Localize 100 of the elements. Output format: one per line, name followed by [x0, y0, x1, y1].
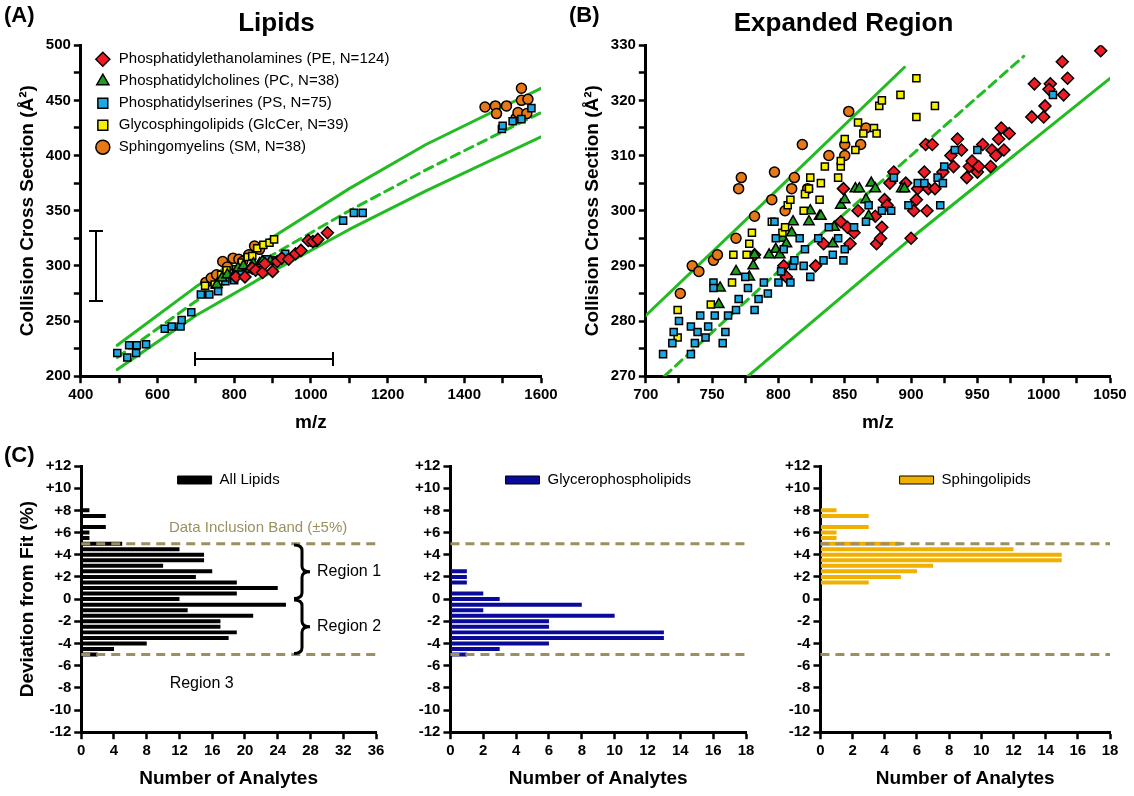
x-tick-label: 0 [446, 741, 455, 759]
y-tick-label: -4 [57, 633, 72, 651]
x-tick-label: 6 [544, 741, 554, 759]
annotation: Region 3 [169, 674, 234, 692]
y-tick-label: +8 [423, 500, 441, 518]
y-tick-label: 300 [610, 200, 636, 218]
y-tick-label: 500 [45, 35, 71, 53]
legend-label: Sphingomyelins (SM, N=38) [118, 137, 306, 155]
y-tick-label: 270 [610, 366, 636, 384]
y-tick-label: -10 [788, 700, 811, 718]
x-tick-label: 24 [269, 741, 287, 759]
x-tick-label: 16 [203, 741, 221, 759]
y-tick-label: -12 [49, 722, 72, 740]
x-axis-title: Number of Analytes [508, 766, 688, 788]
x-tick-label: 12 [171, 741, 188, 759]
legend-label: Sphingolipids [941, 470, 1031, 488]
legend-label: Glycerophospholipids [547, 470, 691, 488]
y-tick-label: -12 [788, 722, 811, 740]
x-tick-label: 2 [479, 741, 488, 759]
y-tick-label: +12 [45, 456, 72, 474]
y-tick-label: -6 [797, 655, 811, 673]
x-tick-label: 0 [816, 741, 825, 759]
legend-label: All Lipids [219, 470, 280, 488]
annotation: Region 2 [317, 617, 382, 635]
y-tick-label: +2 [423, 567, 441, 585]
x-tick-label: 900 [898, 385, 924, 403]
y-tick-label: 0 [432, 589, 441, 607]
y-tick-label: +10 [414, 478, 441, 496]
x-tick-label: 800 [221, 385, 247, 403]
y-tick-label: 350 [45, 200, 71, 218]
x-tick-label: 10 [606, 741, 623, 759]
x-tick-label: 28 [302, 741, 319, 759]
x-tick-label: 12 [1005, 741, 1022, 759]
x-axis-title: m/z [295, 410, 327, 432]
x-tick-label: 800 [765, 385, 791, 403]
y-tick-label: +4 [793, 544, 812, 562]
y-tick-label: -8 [797, 677, 811, 695]
y-tick-label: +10 [45, 478, 72, 496]
x-tick-label: 2 [848, 741, 857, 759]
x-tick-label: 32 [334, 741, 352, 759]
y-tick-label: -4 [797, 633, 812, 651]
ref-line-label: Data Inclusion Band (±5%) [168, 518, 348, 536]
x-tick-label: 400 [68, 385, 94, 403]
text: (A) [4, 2, 35, 28]
y-tick-label: +2 [54, 567, 72, 585]
y-tick-label: 330 [610, 35, 636, 53]
x-tick-label: 1050 [1093, 385, 1127, 403]
y-tick-label: +6 [793, 522, 811, 540]
x-tick-label: 1200 [370, 385, 405, 403]
y-tick-label: 0 [802, 589, 811, 607]
y-tick-label: -10 [418, 700, 441, 718]
x-tick-label: 16 [1069, 741, 1087, 759]
y-tick-label: 450 [45, 90, 71, 108]
y-tick-label: -4 [427, 633, 442, 651]
y-tick-label: +12 [414, 456, 441, 474]
y-axis-title: Deviation from Fit (%) [15, 500, 37, 698]
x-tick-label: 850 [832, 385, 858, 403]
x-tick-label: 1400 [447, 385, 481, 403]
chart-title: Expanded Region [733, 6, 954, 37]
x-tick-label: 36 [367, 741, 385, 759]
y-tick-label: -8 [427, 677, 441, 695]
x-tick-label: 1600 [524, 385, 558, 403]
text: (C) [4, 442, 35, 468]
y-tick-label: -6 [57, 655, 72, 673]
y-tick-label: 300 [45, 256, 71, 274]
x-tick-label: 950 [964, 385, 990, 403]
x-tick-label: 10 [972, 741, 990, 759]
y-tick-label: +6 [423, 522, 441, 540]
x-tick-label: 4 [511, 741, 521, 759]
x-tick-label: 18 [1101, 741, 1119, 759]
y-tick-label: -2 [427, 611, 441, 629]
y-axis-title: Collision Cross Section (Å²) [580, 85, 602, 337]
x-tick-label: 700 [633, 385, 659, 403]
y-tick-label: -6 [427, 655, 441, 673]
y-tick-label: 250 [45, 311, 71, 329]
annotation: Region 1 [317, 561, 382, 579]
text: (B) [569, 2, 600, 28]
x-tick-label: 8 [142, 741, 151, 759]
y-tick-label: 280 [610, 311, 636, 329]
y-tick-label: -8 [57, 677, 72, 695]
y-tick-label: 200 [45, 366, 71, 384]
x-axis-title: m/z [862, 410, 894, 432]
x-tick-label: 20 [236, 741, 254, 759]
x-tick-label: 4 [109, 741, 119, 759]
y-tick-label: -12 [418, 722, 441, 740]
legend-label: Glycosphingolipids (GlcCer, N=39) [118, 115, 349, 133]
y-tick-label: 400 [45, 145, 71, 163]
y-tick-label: +12 [784, 456, 811, 474]
y-tick-label: +6 [54, 522, 72, 540]
legend-label: Phosphatidylethanolamines (PE, N=124) [118, 49, 390, 67]
x-tick-label: 1000 [1027, 385, 1061, 403]
y-tick-label: 290 [610, 256, 636, 274]
y-tick-label: 320 [610, 90, 636, 108]
x-axis-title: Number of Analytes [139, 766, 319, 788]
y-tick-label: +10 [784, 478, 811, 496]
x-tick-label: 1000 [294, 385, 328, 403]
y-tick-label: +4 [423, 544, 442, 562]
y-tick-label: 310 [610, 145, 636, 163]
x-tick-label: 750 [699, 385, 725, 403]
y-tick-label: +4 [54, 544, 72, 562]
